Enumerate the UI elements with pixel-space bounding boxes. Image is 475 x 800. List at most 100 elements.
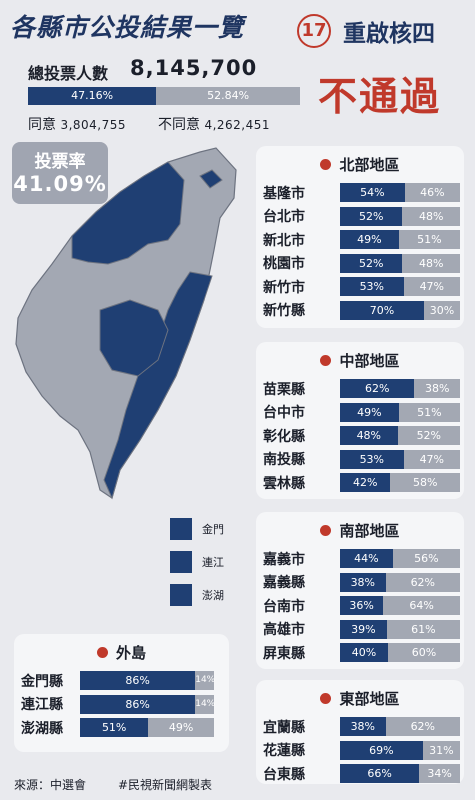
agree-bar-segment: 70% [340,300,424,320]
disagree-bar-segment: 52% [397,426,460,446]
county-bar: 51% 49% [80,718,214,738]
agree-bar-segment: 86% [80,694,196,714]
disagree-bar-segment: 14% [195,671,215,691]
county-row: 連江縣 86% 14% [14,693,229,717]
legend-swatch [170,584,192,606]
overall-disagree-segment: 52.84% [156,87,300,105]
region-title-text: 外島 [115,644,146,662]
legend-swatch [170,518,192,540]
county-name: 連江縣 [21,697,63,714]
county-row: 桃園市 52% 48% [256,252,464,276]
disagree-bar-segment: 46% [404,183,460,203]
county-row: 雲林縣 42% 58% [256,471,464,495]
county-name: 新竹市 [263,279,305,296]
county-bar: 86% 14% [80,671,215,691]
county-bar: 62% 38% [340,379,460,399]
agree-bar-segment: 38% [340,572,386,592]
disagree-bar-segment: 31% [422,740,460,760]
disagree-bar-segment: 62% [385,572,460,592]
agree-count-row: 同意 3,804,755 [28,114,126,134]
county-bar: 44% 56% [340,549,460,569]
legend-label-kinmen: 金門 [202,523,224,536]
county-name: 雲林縣 [263,475,305,492]
county-row: 苗栗縣 62% 38% [256,377,464,401]
county-name: 桃園市 [263,256,305,273]
region-title-text: 東部地區 [339,690,400,708]
agree-bar-segment: 53% [340,449,404,469]
disagree-bar-segment: 47% [403,449,460,469]
disagree-bar-segment: 56% [392,549,460,569]
agree-bar-segment: 86% [80,671,196,691]
county-row: 基隆市 54% 46% [256,181,464,205]
region-title: 中部地區 [256,350,464,371]
agree-bar-segment: 40% [340,643,388,663]
disagree-bar-segment: 34% [419,764,460,784]
county-bar: 52% 48% [340,206,460,226]
county-row: 嘉義縣 38% 62% [256,571,464,595]
county-bar: 42% 58% [340,473,460,493]
county-bar: 53% 47% [340,277,460,297]
county-bar: 38% 62% [340,572,460,592]
county-row: 澎湖縣 51% 49% [14,716,229,740]
county-name: 基隆市 [263,185,305,202]
county-bar: 86% 14% [80,694,215,714]
disagree-bar-segment: 60% [388,643,460,663]
disagree-bar-segment: 14% [195,694,215,714]
county-name: 新竹縣 [263,303,305,320]
map-region-keelung [199,169,223,189]
disagree-bar-segment: 62% [385,717,460,737]
disagree-bar-segment: 58% [390,473,460,493]
county-row: 新竹縣 70% 30% [256,299,464,323]
disagree-bar-segment: 30% [424,300,460,320]
county-row: 台中市 49% 51% [256,401,464,425]
county-bar: 52% 48% [340,253,460,273]
county-bar: 36% 64% [340,596,460,616]
county-row: 嘉義市 44% 56% [256,547,464,571]
county-row: 台南市 36% 64% [256,594,464,618]
agree-bar-segment: 39% [340,619,387,639]
county-row: 台東縣 66% 34% [256,762,464,786]
county-bar: 69% 31% [340,740,460,760]
legend-item: 連江 [170,547,224,577]
agree-bar-segment: 62% [340,379,415,399]
region-title: 外島 [14,642,229,663]
county-name: 南投縣 [263,452,305,469]
county-row: 南投縣 53% 47% [256,448,464,472]
turnout-value: 41.09% [13,172,107,196]
county-name: 台中市 [263,405,305,422]
disagree-bar-segment: 47% [403,277,460,297]
agree-label: 同意 [28,117,56,133]
turnout-box: 投票率 41.09% [12,142,108,204]
county-name: 高雄市 [263,622,305,639]
agree-bar-segment: 54% [340,183,405,203]
county-row: 宜蘭縣 38% 62% [256,715,464,739]
case-name: 重啟核四 [343,21,435,47]
agree-bar-segment: 53% [340,277,404,297]
map-legend: 金門 連江 澎湖 [170,514,224,613]
county-name: 台東縣 [263,766,305,783]
region-dot-icon [96,647,108,658]
disagree-bar-segment: 48% [402,253,460,273]
agree-bar-segment: 49% [340,230,399,250]
agree-bar-segment: 51% [80,718,149,738]
region-dot-icon [320,693,332,704]
county-name: 彰化縣 [263,428,305,445]
case-number-badge: 17 [297,14,331,48]
overall-result-bar: 47.16% 52.84% [28,87,300,105]
disagree-bar-segment: 49% [148,718,214,738]
total-voters-value: 8,145,700 [130,56,258,80]
county-name: 新北市 [263,232,305,249]
agree-bar-segment: 49% [340,402,399,422]
agree-bar-segment: 52% [340,253,403,273]
disagree-bar-segment: 38% [414,379,460,399]
legend-item: 澎湖 [170,580,224,610]
agree-bar-segment: 38% [340,717,386,737]
footer-source: 來源：中選會 [14,778,87,792]
agree-bar-segment: 48% [340,426,398,446]
region-panel-islands: 外島 金門縣 86% 14% 連江縣 86% 14% 澎湖縣 51% 49% [14,634,229,752]
disagree-count: 4,262,451 [204,118,271,132]
county-bar: 48% 52% [340,426,460,446]
disagree-label: 不同意 [158,117,200,133]
region-title: 東部地區 [256,688,464,709]
legend-item: 金門 [170,514,224,544]
